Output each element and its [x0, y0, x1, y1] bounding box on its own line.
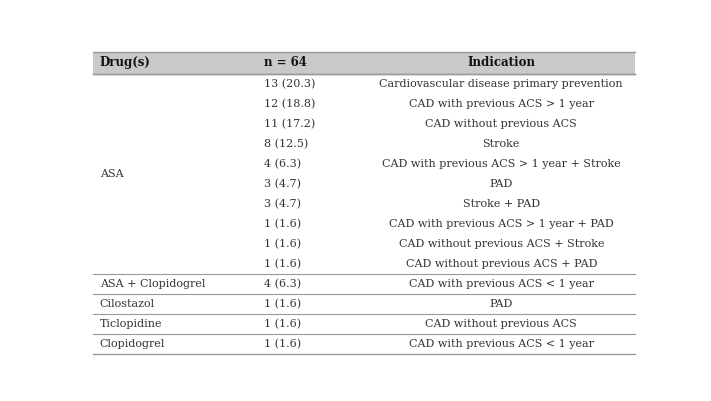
Text: CAD with previous ACS > 1 year + Stroke: CAD with previous ACS > 1 year + Stroke	[382, 159, 621, 169]
Text: Stroke: Stroke	[483, 139, 520, 149]
Text: CAD without previous ACS + PAD: CAD without previous ACS + PAD	[405, 259, 597, 269]
Text: Indication: Indication	[467, 57, 535, 69]
Text: 1 (1.6): 1 (1.6)	[264, 299, 301, 310]
Text: CAD without previous ACS: CAD without previous ACS	[425, 319, 577, 329]
Text: 4 (6.3): 4 (6.3)	[264, 279, 301, 290]
Text: Cilostazol: Cilostazol	[100, 300, 155, 309]
Text: PAD: PAD	[490, 179, 513, 189]
Text: 1 (1.6): 1 (1.6)	[264, 219, 301, 229]
Text: 13 (20.3): 13 (20.3)	[264, 79, 316, 89]
Text: CAD without previous ACS: CAD without previous ACS	[425, 119, 577, 129]
Text: Drug(s): Drug(s)	[100, 57, 151, 69]
Text: CAD with previous ACS < 1 year: CAD with previous ACS < 1 year	[409, 339, 594, 349]
Text: 8 (12.5): 8 (12.5)	[264, 139, 309, 149]
Text: 11 (17.2): 11 (17.2)	[264, 119, 316, 129]
Text: Clopidogrel: Clopidogrel	[100, 339, 165, 349]
Text: Ticlopidine: Ticlopidine	[100, 319, 162, 329]
Text: 4 (6.3): 4 (6.3)	[264, 159, 301, 169]
Text: ASA: ASA	[100, 169, 124, 179]
Text: CAD with previous ACS > 1 year: CAD with previous ACS > 1 year	[409, 99, 594, 109]
Text: CAD without previous ACS + Stroke: CAD without previous ACS + Stroke	[399, 239, 604, 249]
Text: CAD with previous ACS > 1 year + PAD: CAD with previous ACS > 1 year + PAD	[389, 219, 614, 229]
Text: CAD with previous ACS < 1 year: CAD with previous ACS < 1 year	[409, 279, 594, 290]
Text: Cardiovascular disease primary prevention: Cardiovascular disease primary preventio…	[380, 79, 623, 89]
Bar	[93, 52, 636, 74]
Text: ASA + Clopidogrel: ASA + Clopidogrel	[100, 279, 205, 290]
Text: PAD: PAD	[490, 300, 513, 309]
Text: n = 64: n = 64	[264, 57, 307, 69]
Text: Stroke + PAD: Stroke + PAD	[463, 199, 540, 209]
Text: 1 (1.6): 1 (1.6)	[264, 239, 301, 249]
Text: 1 (1.6): 1 (1.6)	[264, 319, 301, 330]
Text: 3 (4.7): 3 (4.7)	[264, 199, 301, 209]
Text: 3 (4.7): 3 (4.7)	[264, 179, 301, 189]
Text: 12 (18.8): 12 (18.8)	[264, 99, 316, 109]
Text: 1 (1.6): 1 (1.6)	[264, 259, 301, 269]
Text: 1 (1.6): 1 (1.6)	[264, 339, 301, 350]
